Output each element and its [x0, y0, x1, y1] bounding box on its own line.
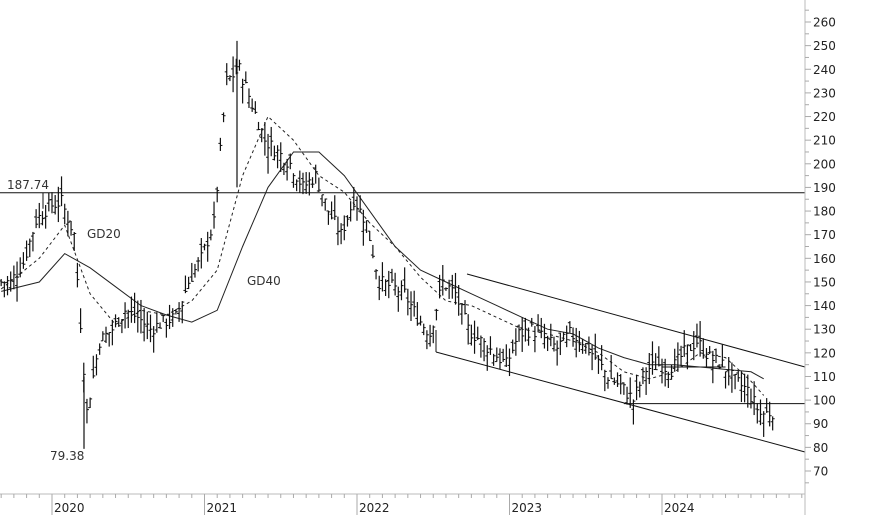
x-tick-label: 2024: [664, 501, 695, 515]
y-tick-label: 230: [813, 86, 836, 100]
y-tick-label: 260: [813, 16, 836, 30]
y-tick-label: 190: [813, 181, 836, 195]
y-tick-label: 100: [813, 394, 836, 408]
y-tick-label: 110: [813, 370, 836, 384]
y-tick-label: 130: [813, 323, 836, 337]
y-tick-label: 80: [813, 441, 828, 455]
gd40-label: GD40: [247, 274, 281, 288]
y-tick-label: 250: [813, 39, 836, 53]
y-tick-label: 170: [813, 228, 836, 242]
y-tick-label: 220: [813, 110, 836, 124]
annotations: 187.74 79.38 GD20 GD40: [7, 178, 281, 463]
y-tick-label: 240: [813, 63, 836, 77]
low-value-label: 79.38: [50, 449, 84, 463]
x-tick-label: 2023: [512, 501, 543, 515]
x-tick-label: 2020: [54, 501, 85, 515]
y-tick-label: 140: [813, 299, 836, 313]
y-axis: 70 80 90 100 110 120 130 140 150 160 170 180 190 200 2…: [804, 0, 836, 515]
y-tick-label: 150: [813, 275, 836, 289]
high-value-label: 187.74: [7, 178, 49, 192]
channel-upper-line: [466, 273, 806, 368]
y-tick-label: 210: [813, 134, 836, 148]
x-tick-label: 2022: [359, 501, 390, 515]
y-tick-label: 180: [813, 205, 836, 219]
y-tick-label: 70: [813, 465, 828, 479]
y-tick-label: 120: [813, 346, 836, 360]
y-tick-label: 200: [813, 157, 836, 171]
x-tick-label: 2021: [207, 501, 238, 515]
price-bars: [0, 40, 775, 449]
plot-area: [0, 40, 806, 453]
y-tick-label: 160: [813, 252, 836, 266]
x-axis: 2020 2021 2022 2023 2024: [0, 493, 805, 515]
channel-lower-line: [435, 351, 806, 453]
gd20-label: GD20: [87, 227, 121, 241]
y-tick-label: 90: [813, 417, 828, 431]
